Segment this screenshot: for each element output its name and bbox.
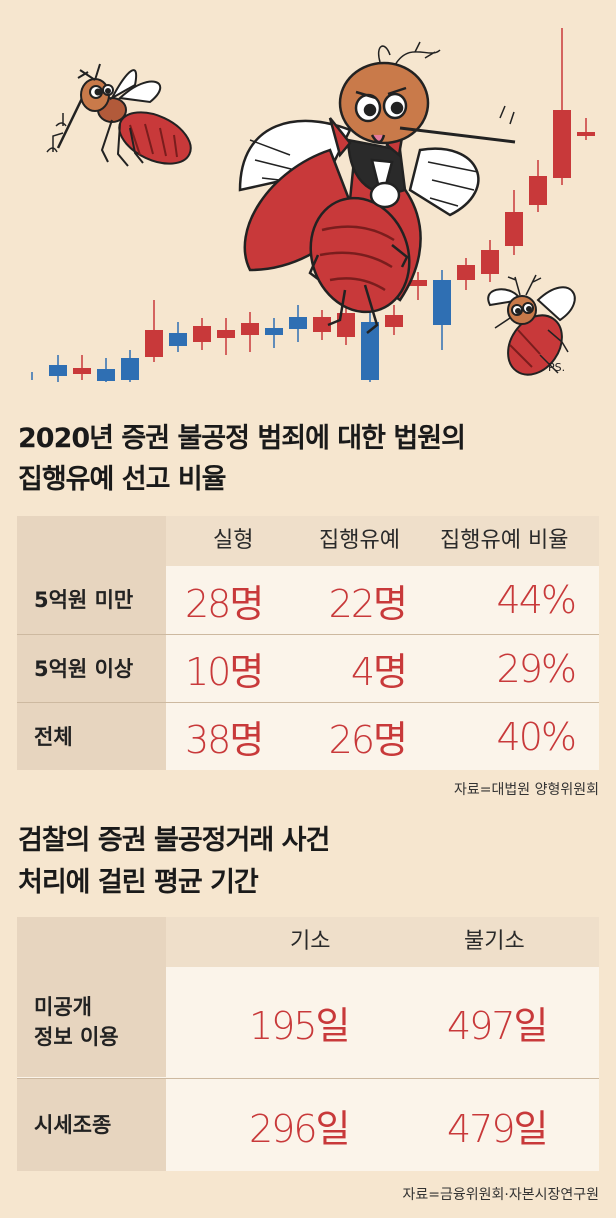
section1-title-line2: 집행유예 선고 비율 xyxy=(18,464,227,495)
table-row: 시세조종 296일 479일 xyxy=(17,1079,599,1171)
column-header-suspended: 집행유예 xyxy=(319,528,400,553)
processing-time-table: 기소 불기소 미공개 정보 이용 195일 497일 시세조종 296일 479… xyxy=(17,917,599,1171)
row-divider xyxy=(17,1078,599,1079)
main-mosquito-character xyxy=(238,41,516,334)
row-label: 미공개 정보 이용 xyxy=(17,967,166,1077)
column-header-suspended-ratio: 집행유예 비율 xyxy=(440,528,569,553)
row-label-line1: 미공개 xyxy=(34,995,92,1019)
row-label: 5억원 미만 xyxy=(17,566,166,634)
sentencing-table: 실형 집행유예 집행유예 비율 5억원 미만 28명 22명 44% 5억원 이… xyxy=(17,516,599,770)
source-note-1: 자료=대법원 양형위원회 xyxy=(454,782,599,798)
value-cell: 195일 xyxy=(249,1003,350,1048)
illustrator-signature: PS. xyxy=(548,361,565,374)
small-mosquito-right xyxy=(487,274,576,376)
candlestick-chart xyxy=(31,28,595,382)
value-cell: 40% xyxy=(496,714,577,759)
value-cell: 4명 xyxy=(350,650,408,694)
row-label: 5억원 이상 xyxy=(17,635,166,702)
section2-title-line1: 검찰의 증권 불공정거래 사건 xyxy=(18,825,330,856)
row-label-line2: 정보 이용 xyxy=(34,1025,119,1049)
value-cell: 26명 xyxy=(328,718,408,762)
value-cell: 479일 xyxy=(447,1106,548,1151)
value-cell: 38명 xyxy=(185,718,264,762)
value-cell: 22명 xyxy=(328,581,408,626)
table-row: 5억원 이상 10명 4명 29% xyxy=(17,635,599,702)
column-header-imprisonment: 실형 xyxy=(213,528,254,553)
row-label: 시세조종 xyxy=(17,1079,166,1171)
table-header: 기소 불기소 xyxy=(17,917,599,967)
value-cell: 28명 xyxy=(185,581,264,626)
value-cell: 497일 xyxy=(447,1003,548,1048)
mosquito-candlestick-illustration: PS. xyxy=(31,28,595,382)
section1-title-line1: 2020년 증권 불공정 범죄에 대한 법원의 xyxy=(18,423,466,454)
table-row: 전체 38명 26명 40% xyxy=(17,703,599,770)
table-row: 5억원 미만 28명 22명 44% xyxy=(17,566,599,634)
value-cell: 10명 xyxy=(185,650,264,694)
value-cell: 296일 xyxy=(249,1106,350,1151)
section2-title-line2: 처리에 걸린 평균 기간 xyxy=(18,867,259,898)
value-cell: 29% xyxy=(496,646,577,691)
row-label: 전체 xyxy=(17,703,166,770)
row-divider xyxy=(17,702,599,703)
column-header-indicted: 기소 xyxy=(290,929,331,954)
table-header: 실형 집행유예 집행유예 비율 xyxy=(17,516,599,566)
row-divider xyxy=(17,634,599,635)
value-cell: 44% xyxy=(496,578,577,622)
table-row: 미공개 정보 이용 195일 497일 xyxy=(17,967,599,1077)
source-note-2: 자료=금융위원회·자본시장연구원 xyxy=(402,1187,600,1203)
column-header-not-indicted: 불기소 xyxy=(464,929,525,954)
small-mosquito-left xyxy=(46,63,192,167)
